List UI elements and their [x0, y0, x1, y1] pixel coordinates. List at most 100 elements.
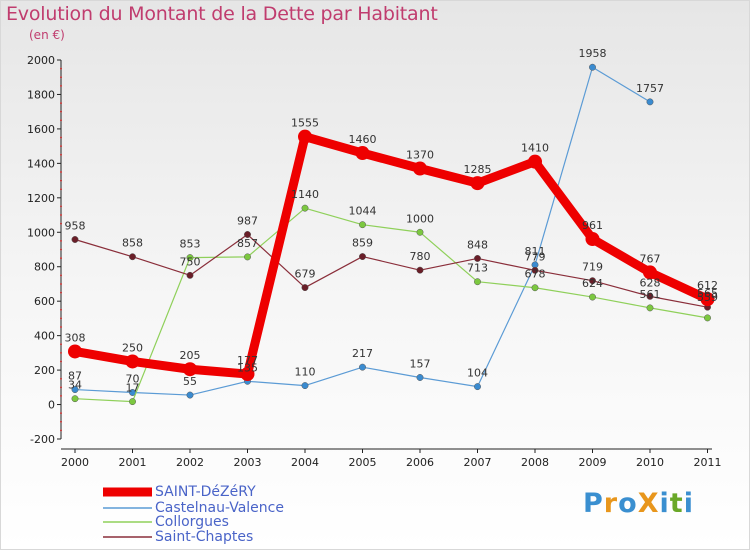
- y-tick-label: 1800: [27, 88, 55, 101]
- data-point-saint-d-z-ry: [470, 176, 485, 191]
- data-point-saint-chaptes: [71, 236, 79, 243]
- data-label-saint-chaptes: 719: [582, 261, 603, 274]
- data-point-castelnau-valence: [301, 382, 309, 390]
- data-point-collorgues: [589, 293, 596, 301]
- data-point-saint-chaptes: [416, 266, 424, 274]
- data-label-saint-d-z-ry: 1460: [349, 133, 377, 146]
- data-point-saint-d-z-ry: [240, 367, 255, 382]
- data-label-saint-chaptes: 628: [640, 276, 661, 289]
- brand-logo-letter: o: [618, 488, 638, 519]
- y-minor-tick: [60, 317, 62, 320]
- data-point-saint-d-z-ry: [700, 292, 715, 307]
- y-minor-tick: [60, 205, 62, 208]
- y-minor-tick: [60, 179, 62, 182]
- y-minor-tick: [60, 239, 62, 242]
- x-tick-label: 2006: [406, 456, 434, 469]
- y-minor-tick: [60, 153, 62, 156]
- chart-unit-label: (en €): [29, 28, 65, 42]
- data-point-collorgues: [531, 284, 539, 292]
- y-tick-label: -200: [30, 433, 55, 446]
- data-point-saint-d-z-ry: [643, 265, 657, 280]
- y-minor-tick: [60, 119, 62, 122]
- y-tick-label: 800: [34, 261, 55, 274]
- series-line-collorgues: [74, 207, 709, 403]
- data-point-saint-chaptes: [129, 253, 136, 261]
- data-point-castelnau-valence: [71, 386, 79, 394]
- y-minor-tick: [60, 76, 62, 79]
- data-label-collorgues: 34: [68, 379, 82, 392]
- y-minor-tick: [60, 326, 62, 329]
- y-minor-tick: [60, 257, 62, 260]
- y-minor-tick: [60, 145, 62, 148]
- data-point-saint-chaptes: [646, 292, 654, 300]
- y-minor-tick: [60, 67, 62, 70]
- data-label-collorgues: 713: [467, 262, 488, 275]
- data-label-castelnau-valence: 110: [295, 366, 316, 379]
- y-tick-label: 1400: [27, 157, 55, 170]
- x-tick-label: 2005: [349, 456, 377, 469]
- data-point-saint-d-z-ry: [585, 231, 600, 246]
- x-tick-label: 2011: [694, 456, 722, 469]
- y-minor-tick: [60, 102, 62, 105]
- chart-title: Evolution du Montant de la Dette par Hab…: [6, 3, 438, 25]
- y-minor-tick: [60, 222, 62, 225]
- data-point-castelnau-valence: [416, 374, 424, 381]
- y-tick-label: 0: [48, 399, 55, 412]
- data-label-collorgues: 17: [126, 382, 140, 395]
- data-label-castelnau-valence: 811: [525, 245, 546, 258]
- data-point-collorgues: [646, 304, 654, 312]
- data-point-castelnau-valence: [474, 383, 481, 391]
- data-label-saint-chaptes: 958: [65, 220, 86, 233]
- x-tick-label: 2002: [176, 456, 204, 469]
- x-tick-label: 2000: [61, 456, 89, 469]
- data-label-collorgues: 678: [525, 268, 546, 281]
- data-label-collorgues: 1000: [406, 212, 434, 225]
- data-label-castelnau-valence: 1958: [579, 47, 607, 60]
- data-label-saint-d-z-ry: 961: [582, 219, 603, 232]
- brand-logo: ProXiti: [583, 488, 694, 519]
- brand-logo-letter: i: [659, 488, 670, 519]
- data-point-saint-chaptes: [359, 253, 366, 261]
- series-line-saint-d-z-ry: [70, 132, 712, 379]
- data-point-saint-d-z-ry: [298, 129, 312, 144]
- data-point-saint-d-z-ry: [355, 146, 370, 161]
- data-label-saint-d-z-ry: 1370: [406, 149, 434, 162]
- data-point-saint-chaptes: [301, 284, 309, 292]
- data-label-saint-d-z-ry: 250: [122, 341, 143, 354]
- y-minor-tick: [60, 274, 62, 277]
- data-point-saint-d-z-ry: [68, 344, 82, 359]
- data-point-saint-chaptes: [589, 277, 596, 285]
- data-point-castelnau-valence: [359, 363, 366, 371]
- data-point-saint-d-z-ry: [413, 161, 427, 176]
- brand-logo-letter: t: [669, 488, 684, 519]
- data-point-collorgues: [186, 254, 194, 262]
- data-label-extra: 559: [697, 291, 718, 304]
- data-label-saint-chaptes: 679: [295, 268, 316, 281]
- y-minor-tick: [60, 84, 62, 87]
- data-point-saint-chaptes: [244, 231, 251, 238]
- data-point-collorgues: [129, 398, 136, 406]
- data-label-saint-d-z-ry: 308: [65, 331, 86, 344]
- y-minor-tick: [60, 188, 62, 191]
- x-tick-label: 2010: [636, 456, 664, 469]
- data-label-castelnau-valence: 135: [237, 361, 258, 374]
- y-minor-tick: [60, 110, 62, 113]
- data-label-castelnau-valence: 217: [352, 347, 373, 360]
- data-label-saint-d-z-ry: 205: [180, 349, 201, 362]
- data-point-collorgues: [416, 228, 424, 236]
- data-label-castelnau-valence: 55: [183, 375, 197, 388]
- data-point-castelnau-valence: [186, 391, 194, 399]
- data-label-saint-chaptes: 859: [352, 237, 373, 250]
- data-point-saint-d-z-ry: [528, 154, 542, 169]
- data-point-collorgues: [301, 204, 309, 212]
- y-tick-label: 2000: [27, 54, 55, 67]
- data-point-saint-chaptes: [531, 266, 539, 274]
- data-label-saint-d-z-ry: 767: [640, 252, 661, 265]
- y-minor-tick: [60, 343, 62, 346]
- x-tick-label: 2009: [579, 456, 607, 469]
- legend-label-castelnau-valence: Castelnau-Valence: [155, 500, 284, 516]
- y-tick-label: 600: [34, 295, 55, 308]
- data-label-saint-d-z-ry: 1555: [291, 117, 319, 130]
